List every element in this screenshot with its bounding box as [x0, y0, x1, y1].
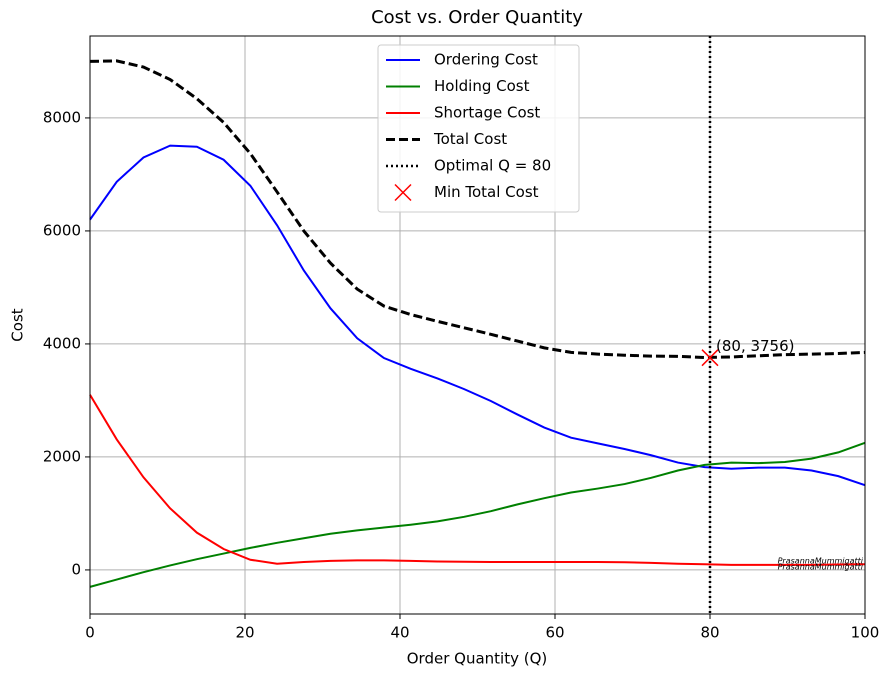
x-axis-label: Order Quantity (Q)	[407, 650, 548, 668]
x-tick-label: 0	[85, 624, 95, 642]
annotation: (80, 3756)	[716, 337, 795, 355]
legend-label: Optimal Q = 80	[434, 157, 551, 175]
y-tick-label: 2000	[43, 447, 81, 465]
y-axis-label: Cost	[9, 308, 27, 341]
x-tick-label: 20	[235, 624, 254, 642]
line-series	[89, 59, 866, 359]
plot-frame	[89, 35, 866, 615]
x-tick-label: 40	[390, 624, 409, 642]
legend-marker	[394, 183, 412, 202]
line-series	[89, 144, 866, 487]
line-series	[89, 441, 866, 588]
y-tick-label: 4000	[43, 334, 81, 352]
legend-label: Total Cost	[433, 130, 507, 148]
x-tick-label: 80	[700, 624, 719, 642]
legend-label: Holding Cost	[434, 77, 530, 95]
legend-label: Shortage Cost	[434, 104, 540, 122]
chart-title: Cost vs. Order Quantity	[371, 7, 583, 28]
y-tick-label: 0	[71, 560, 81, 578]
legend-box	[377, 44, 580, 213]
watermark: PrasannaMummigatti	[778, 557, 864, 566]
min-marker	[701, 349, 719, 367]
x-tick-label: 60	[545, 624, 564, 642]
legend-label: Ordering Cost	[434, 51, 538, 69]
y-tick-label: 8000	[43, 108, 81, 126]
x-tick-label: 100	[851, 624, 880, 642]
watermark: PrasannaMummigatti	[778, 563, 864, 572]
line-series	[89, 394, 866, 566]
legend-label: Min Total Cost	[434, 183, 539, 201]
y-tick-label: 6000	[43, 221, 81, 239]
